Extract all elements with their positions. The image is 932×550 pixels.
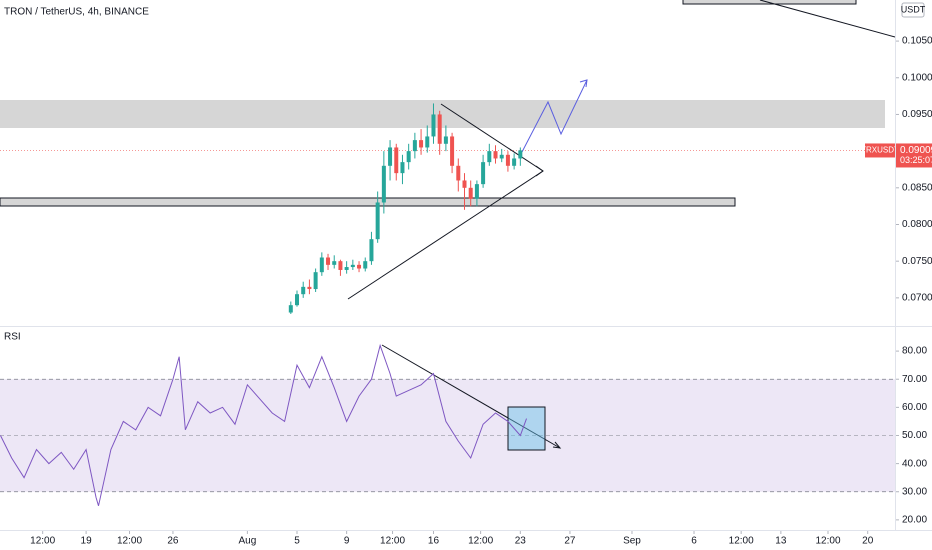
candle-body [326, 257, 331, 265]
arrow-head [535, 165, 544, 177]
x-tick-label: Aug [238, 536, 256, 547]
y-tick-label: 50.00 [902, 430, 927, 441]
candle-body [301, 286, 306, 295]
countdown-label: 03:25:07 [900, 155, 932, 165]
rsi-line [0, 343, 527, 506]
candle-body [425, 136, 430, 148]
candle-body [381, 165, 386, 203]
candle-body [357, 264, 362, 269]
candle-body [375, 202, 380, 240]
y-tick-label: 20.00 [902, 515, 927, 526]
candle-body [468, 187, 473, 199]
candle-body [363, 261, 368, 269]
x-tick-label: 12:00 [815, 536, 840, 547]
candle-body [505, 154, 510, 166]
candle-body [406, 151, 411, 163]
candle-body [319, 257, 324, 273]
candle-body [481, 162, 486, 185]
candle-body [499, 154, 504, 159]
candle-body [288, 305, 293, 313]
candle-body [394, 147, 399, 174]
y-tick-label: 30.00 [902, 486, 927, 497]
candle-body [332, 261, 337, 265]
projection-path [521, 79, 588, 153]
x-tick-label: 13 [775, 536, 787, 547]
x-tick-label: 23 [515, 536, 527, 547]
price-badge [896, 143, 932, 168]
candle-body [437, 114, 442, 144]
candle-body [295, 294, 300, 306]
currency: USDT [901, 4, 926, 14]
candle-body [419, 140, 424, 148]
candle-body [474, 184, 479, 199]
symbol-label: TRXUSDT [861, 146, 899, 155]
candle-body [518, 150, 523, 159]
y-tick-label: 80.00 [902, 346, 927, 357]
x-tick-label: 12:00 [729, 536, 754, 547]
currency-badge [901, 2, 925, 18]
triangle-upper [440, 103, 544, 172]
trend-line [759, 0, 896, 38]
resistance-zone [0, 100, 885, 128]
x-tick-label: 12:00 [30, 536, 55, 547]
x-tick-label: Sep [623, 536, 641, 547]
candle-body [456, 165, 461, 181]
candle-body [313, 272, 318, 290]
chart-title: TRON / TetherUS, 4h, BINANCE [4, 7, 149, 18]
candle-body [388, 147, 393, 166]
x-tick-label: 5 [294, 536, 300, 547]
last-price-label: 0.09009 [900, 145, 932, 156]
background-layer [0, 149, 895, 493]
support-zone [0, 197, 736, 207]
candle-body [487, 151, 492, 163]
candle-body [412, 140, 417, 152]
x-tick-label: 9 [344, 536, 350, 547]
candle-body [450, 136, 455, 166]
candle-body [307, 286, 312, 290]
x-tick-label: 12:00 [468, 536, 493, 547]
x-tick-label: 19 [81, 536, 93, 547]
rsi-trend-line [381, 344, 561, 449]
foreground-layer: 0.070000.075000.080000.085000.090000.095… [0, 36, 932, 547]
projection-arrow [579, 79, 588, 88]
candle-body [369, 239, 374, 262]
x-tick-label: 12:00 [117, 536, 142, 547]
candle-body [443, 136, 448, 144]
x-tick-label: 26 [167, 536, 179, 547]
top-zone [682, 0, 857, 5]
candle-body [338, 261, 343, 270]
y-tick-label: 60.00 [902, 402, 927, 413]
candle-body [400, 162, 405, 174]
x-tick-label: 16 [428, 536, 440, 547]
y-tick-label: 0.10500 [902, 36, 932, 47]
triangle-lower [347, 170, 544, 300]
x-tick-label: 27 [564, 536, 576, 547]
candle-body [431, 114, 436, 137]
x-tick-label: 12:00 [380, 536, 405, 547]
x-tick-label: 20 [862, 536, 874, 547]
y-tick-label: 70.00 [902, 374, 927, 385]
candle-body [493, 151, 498, 159]
candle-body [344, 267, 349, 270]
y-tick-label: 40.00 [902, 458, 927, 469]
rsi-arrow-head [552, 441, 562, 449]
candle-body [350, 264, 355, 268]
symbol-badge [865, 143, 895, 158]
rsi-title: RSI [4, 332, 21, 343]
x-tick-label: 6 [691, 536, 697, 547]
candle-body [512, 158, 517, 166]
candle-body [462, 180, 467, 188]
